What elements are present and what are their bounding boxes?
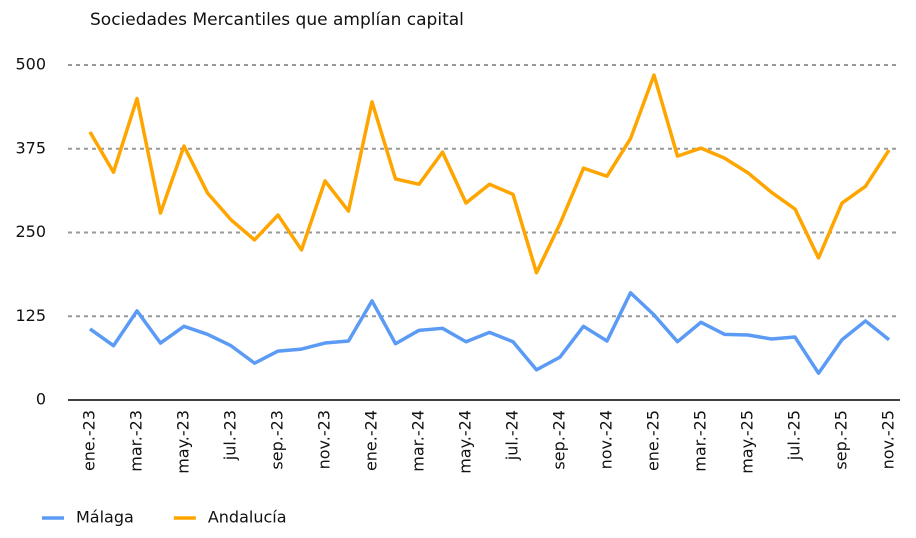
x-tick-label: jul.-25 — [785, 410, 804, 461]
x-tick-label: sep.-25 — [832, 410, 851, 470]
x-tick-label: may.-25 — [738, 410, 757, 474]
y-tick-label: 0 — [36, 390, 46, 409]
x-tick-label: sep.-23 — [268, 410, 287, 470]
x-tick-label: ene.-25 — [644, 410, 663, 471]
y-tick-label: 375 — [15, 138, 46, 157]
x-tick-label: jul.-24 — [503, 410, 522, 461]
x-tick-label: mar.-25 — [691, 410, 710, 472]
x-tick-label: jul.-23 — [221, 410, 240, 461]
x-tick-label: nov.-23 — [315, 410, 334, 469]
legend-label: Andalucía — [208, 508, 287, 527]
y-tick-label: 500 — [15, 55, 46, 74]
x-tick-label: nov.-24 — [597, 410, 616, 469]
x-tick-label: sep.-24 — [550, 410, 569, 470]
x-tick-label: may.-23 — [174, 410, 193, 474]
chart-title: Sociedades Mercantiles que amplían capit… — [90, 10, 464, 30]
y-tick-label: 125 — [15, 306, 46, 325]
x-tick-label: mar.-23 — [127, 410, 146, 472]
y-tick-label: 250 — [15, 222, 46, 241]
legend-label: Málaga — [76, 508, 134, 527]
line — [88, 73, 891, 275]
x-tick-label: mar.-24 — [409, 410, 428, 472]
line — [88, 291, 891, 375]
x-tick-label: ene.-24 — [362, 410, 381, 471]
x-tick-label: may.-24 — [456, 410, 475, 474]
x-tick-label: nov.-25 — [879, 410, 898, 469]
x-tick-label: ene.-23 — [80, 410, 99, 471]
